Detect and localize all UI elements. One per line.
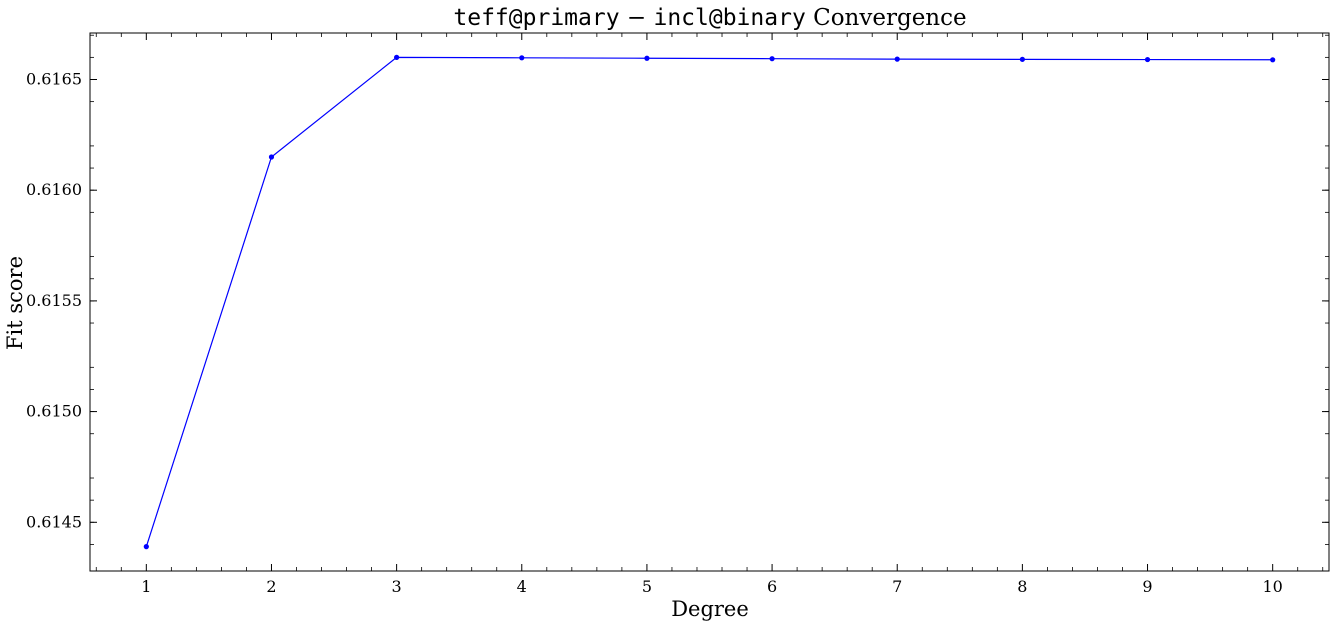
x-tick-label: 1: [141, 577, 151, 596]
y-tick-label: 0.6165: [26, 69, 82, 88]
data-point: [769, 56, 775, 62]
chart-title: teff@primary − incl@binary Convergence: [453, 5, 966, 31]
data-point: [644, 55, 650, 61]
y-tick-label: 0.6160: [26, 180, 82, 199]
plot-area: [89, 32, 1330, 572]
x-tick-label: 10: [1263, 577, 1283, 596]
title-part-teff: teff@primary: [453, 5, 619, 31]
x-tick-label: 4: [517, 577, 527, 596]
series-line: [145, 56, 1273, 547]
x-tick-label: 8: [1017, 577, 1027, 596]
y-axis-ticks: 0.6145 0.6150 0.6155 0.6160 0.6165: [26, 34, 1329, 545]
title-part-convergence: Convergence: [806, 5, 967, 31]
x-tick-label: 7: [892, 577, 902, 596]
series-group: [143, 54, 1276, 550]
y-tick-label: 0.6150: [26, 402, 82, 421]
y-tick-label: 0.6145: [26, 512, 82, 531]
plot-frame: [89, 32, 1330, 572]
x-axis-ticks: 1 2 3 4 5 6 7 8 9 10: [95, 33, 1324, 596]
data-point: [143, 544, 149, 550]
title-separator: −: [620, 5, 654, 31]
x-tick-label: 3: [392, 577, 402, 596]
data-point: [1019, 56, 1025, 62]
data-point: [894, 56, 900, 62]
y-axis-label: Fit score: [3, 256, 27, 350]
x-axis-label: Degree: [671, 597, 749, 621]
x-tick-label: 6: [767, 577, 777, 596]
data-point: [394, 54, 400, 60]
title-part-incl: incl@binary: [653, 5, 805, 31]
data-point: [268, 154, 275, 160]
data-point: [519, 55, 525, 61]
x-tick-label: 5: [642, 577, 652, 596]
x-tick-label: 2: [266, 577, 276, 596]
data-point: [1144, 56, 1151, 63]
y-tick-label: 0.6155: [26, 291, 82, 310]
data-point: [1270, 57, 1276, 63]
x-tick-label: 9: [1142, 577, 1152, 596]
